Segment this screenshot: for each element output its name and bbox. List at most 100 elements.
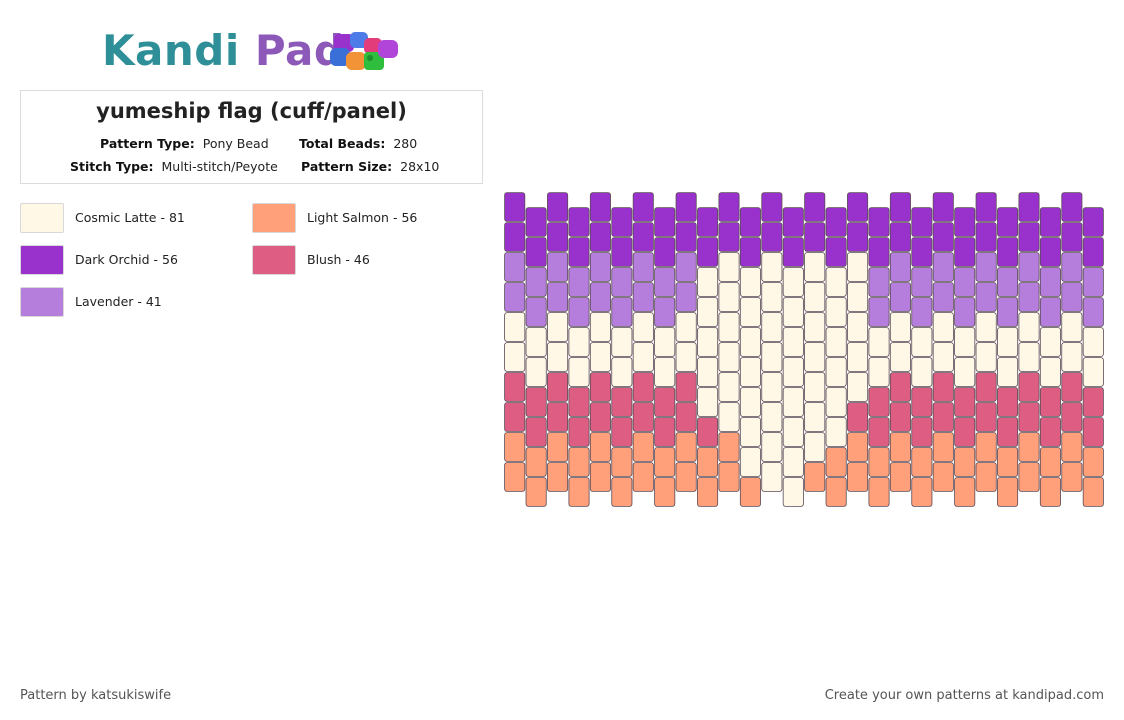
bead [954, 417, 976, 447]
bead [1039, 417, 1061, 447]
bead [675, 312, 697, 342]
bead [611, 477, 633, 507]
bead [782, 267, 804, 297]
bead [847, 252, 869, 282]
total-beads-row: Total Beads: 280 [299, 136, 417, 151]
bead [504, 402, 526, 432]
bead [804, 192, 826, 222]
bead [1018, 402, 1040, 432]
bead [782, 327, 804, 357]
bead [739, 207, 761, 237]
bead [954, 477, 976, 507]
bead [504, 432, 526, 462]
bead [847, 312, 869, 342]
bead [975, 432, 997, 462]
create-patterns-link[interactable]: Create your own patterns at kandipad.com [824, 688, 1104, 703]
bead [868, 207, 890, 237]
bead [825, 297, 847, 327]
kandipad-logo[interactable]: Kandi Pad [100, 24, 410, 80]
bead [825, 267, 847, 297]
bead [654, 447, 676, 477]
pattern-type-label: Pattern Type: [100, 136, 195, 151]
bead [611, 237, 633, 267]
bead [739, 357, 761, 387]
color-swatch [20, 287, 64, 317]
bead [525, 387, 547, 417]
bead [1039, 447, 1061, 477]
bead [782, 447, 804, 477]
bead [847, 342, 869, 372]
bead [932, 372, 954, 402]
bead [1082, 267, 1104, 297]
bead [847, 282, 869, 312]
bead [739, 267, 761, 297]
bead [911, 357, 933, 387]
bead [761, 222, 783, 252]
bead [997, 327, 1019, 357]
bead [911, 327, 933, 357]
bead [911, 387, 933, 417]
stitch-type-label: Stitch Type: [70, 159, 154, 174]
bead [739, 297, 761, 327]
bead [589, 252, 611, 282]
bead [1082, 207, 1104, 237]
bead [889, 282, 911, 312]
bead [761, 432, 783, 462]
bead [1039, 357, 1061, 387]
bead [975, 282, 997, 312]
bead [547, 402, 569, 432]
bead [975, 192, 997, 222]
bead [525, 237, 547, 267]
bead [825, 357, 847, 387]
pattern-size-value: 28x10 [400, 159, 440, 174]
bead [1082, 297, 1104, 327]
bead [1039, 207, 1061, 237]
bead [589, 312, 611, 342]
bead [1039, 327, 1061, 357]
bead [1018, 252, 1040, 282]
bead [504, 462, 526, 492]
bead [675, 342, 697, 372]
bead [932, 432, 954, 462]
bead [868, 297, 890, 327]
bead [611, 297, 633, 327]
bead [654, 387, 676, 417]
bead [932, 402, 954, 432]
stitch-type-value: Multi-stitch/Peyote [161, 159, 278, 174]
bead [718, 282, 740, 312]
bead [568, 387, 590, 417]
bead [525, 477, 547, 507]
bead [761, 402, 783, 432]
bead [632, 462, 654, 492]
bead [632, 252, 654, 282]
bead [589, 282, 611, 312]
bead [1039, 477, 1061, 507]
bead [1039, 237, 1061, 267]
bead [632, 192, 654, 222]
bead [547, 432, 569, 462]
bead [975, 342, 997, 372]
bead [654, 477, 676, 507]
pattern-credit: Pattern by katsukiswife [20, 688, 172, 703]
pattern-size-label: Pattern Size: [301, 159, 393, 174]
bead [697, 387, 719, 417]
bead [782, 477, 804, 507]
bead [589, 432, 611, 462]
bead [868, 267, 890, 297]
pattern-size-row: Pattern Size: 28x10 [301, 159, 439, 174]
bead [997, 357, 1019, 387]
bead [504, 312, 526, 342]
bead [782, 387, 804, 417]
bead [997, 417, 1019, 447]
bead [761, 462, 783, 492]
bead [954, 447, 976, 477]
bead [504, 192, 526, 222]
bead [611, 327, 633, 357]
bead [997, 297, 1019, 327]
color-swatch [20, 245, 64, 275]
bead [847, 432, 869, 462]
bead [739, 477, 761, 507]
legend-label: Cosmic Latte - 81 [75, 210, 185, 225]
bead [804, 432, 826, 462]
bead [954, 267, 976, 297]
